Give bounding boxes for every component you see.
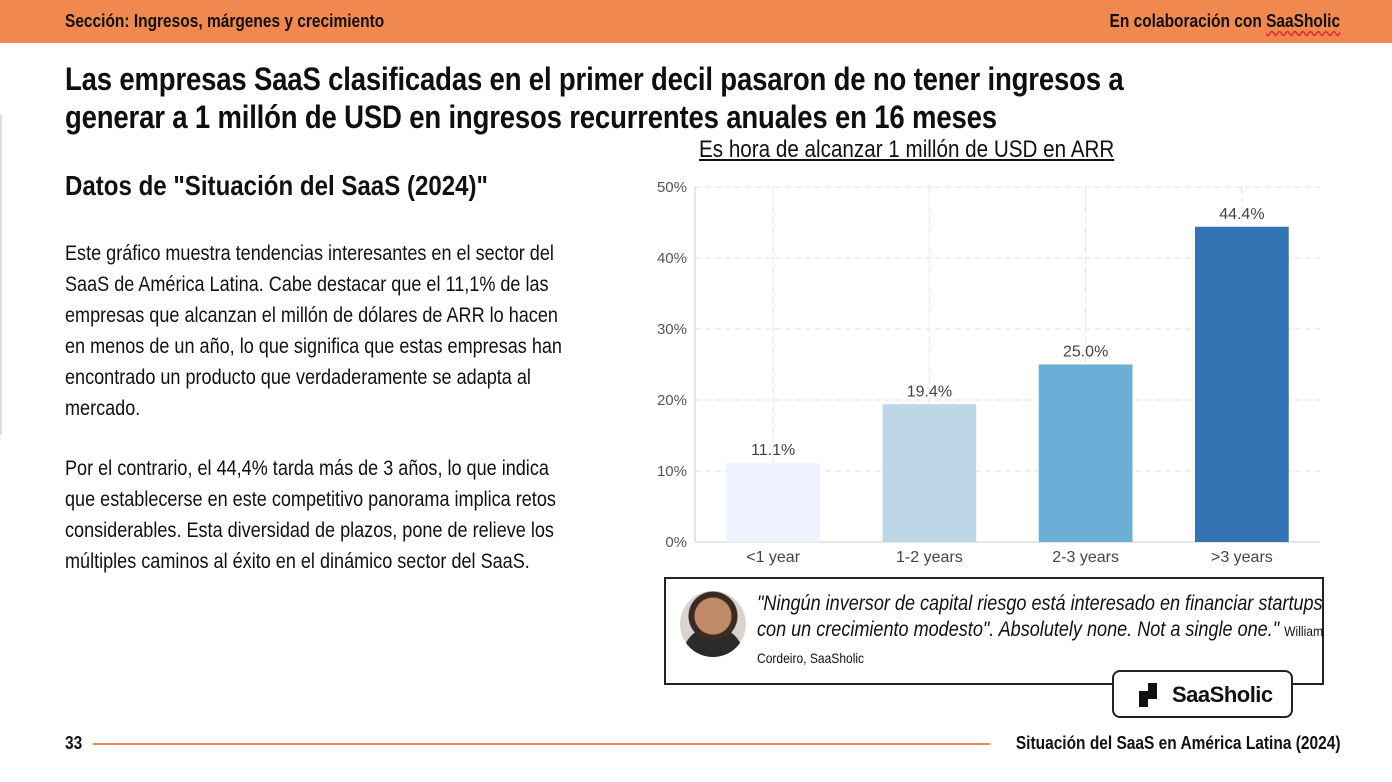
bar [882, 404, 977, 542]
data-label: 44.4% [1219, 206, 1264, 223]
y-tick-label: 30% [657, 321, 687, 338]
page-number: 33 [65, 733, 83, 753]
section-subheading: Datos de "Situación del SaaS (2024)" [65, 170, 488, 201]
footer-title: Situación del SaaS en América Latina (20… [1015, 733, 1340, 753]
avatar [680, 591, 746, 657]
collab-brand-link[interactable]: SaaSholic [1265, 11, 1340, 31]
page-title: Las empresas SaaS clasificadas en el pri… [65, 61, 1124, 135]
x-tick-label: 1-2 years [896, 549, 963, 566]
data-label: 11.1% [751, 442, 795, 459]
saasholic-logo-icon [1139, 683, 1157, 707]
logo-text: SaaSholic [1172, 682, 1273, 707]
quote-author: William Cordeiro, SaaSholic [757, 623, 1323, 666]
data-label: 19.4% [907, 383, 952, 400]
data-label: 25.0% [1063, 344, 1108, 361]
quote-card: "Ningún inversor de capital riesgo está … [664, 577, 1324, 685]
brand-logo: SaaSholic [1112, 670, 1293, 718]
y-tick-label: 0% [665, 534, 687, 551]
collaboration-label: En colaboración con SaaSholic [1109, 11, 1340, 32]
left-edge-divider [0, 115, 2, 435]
chart-title: Es hora de alcanzar 1 millón de USD en A… [699, 136, 1115, 163]
quote-body: "Ningún inversor de capital riesgo está … [757, 592, 1323, 641]
body-paragraph: Por el contrario, el 44,4% tarda más de … [65, 457, 556, 573]
bar [1195, 226, 1289, 542]
section-label: Sección: Ingresos, márgenes y crecimient… [65, 11, 385, 31]
y-tick-label: 10% [657, 463, 687, 480]
footer-divider [93, 743, 990, 745]
x-tick-label: >3 years [1211, 549, 1273, 566]
body-paragraph: Este gráfico muestra tendencias interesa… [65, 242, 562, 420]
x-tick-label: <1 year [746, 549, 800, 566]
bar-chart: 0% 10% 20% 30% 40% 50% 11.1% <1 year 19.4% 1-2 ye… [657, 179, 1320, 566]
collab-prefix: En colaboración con [1109, 11, 1266, 31]
y-tick-label: 50% [657, 179, 687, 196]
x-tick-label: 2-3 years [1052, 549, 1119, 566]
quote-text: "Ningún inversor de capital riesgo está … [757, 591, 1325, 671]
bar [1038, 364, 1133, 542]
y-tick-label: 20% [657, 392, 687, 409]
header-bar: Sección: Ingresos, márgenes y crecimient… [0, 0, 1392, 43]
y-tick-label: 40% [657, 250, 687, 267]
bar [726, 463, 820, 542]
